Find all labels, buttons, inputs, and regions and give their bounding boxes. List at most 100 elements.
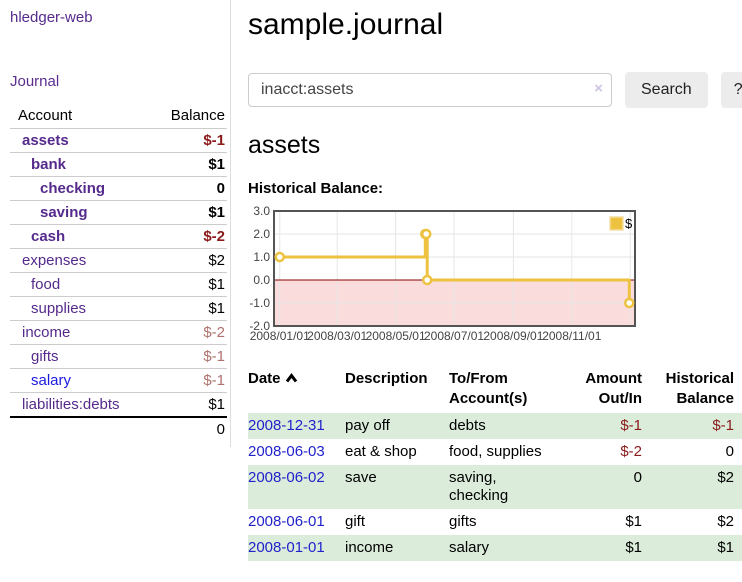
data-point-marker (421, 274, 433, 286)
accounts-header-balance: Balance (170, 107, 225, 124)
transaction-accounts: saving, checking (449, 469, 509, 504)
transaction-date-link[interactable]: 2008-01-01 (248, 539, 325, 556)
accounts-table: Account Balance assets $-1 bank $1 checking 0… (10, 104, 227, 441)
account-balance: $-2 (146, 320, 227, 345)
y-tick-label: 1.0 (253, 250, 270, 264)
app-title-link[interactable]: hledger-web (10, 9, 93, 26)
transaction-balance: $-1 (712, 417, 734, 434)
account-balance: $1 (146, 296, 227, 321)
legend-swatch (609, 216, 624, 231)
account-row: saving $1 (10, 200, 227, 225)
account-balance: $2 (146, 248, 227, 273)
sidebar-item-journal[interactable]: Journal (10, 73, 60, 90)
account-row: cash $-2 (10, 224, 227, 249)
transaction-amount: 0 (633, 469, 642, 486)
account-row: expenses $2 (10, 248, 227, 273)
account-link[interactable]: salary (31, 372, 72, 389)
account-link[interactable]: assets (22, 132, 69, 149)
account-link[interactable]: liabilities:debts (22, 396, 120, 413)
transaction-balance: $2 (717, 469, 734, 486)
transaction-balance: $2 (717, 513, 734, 530)
transaction-description: eat & shop (345, 443, 417, 460)
transaction-description: pay off (345, 417, 390, 434)
account-row: assets $-1 (10, 128, 227, 153)
transaction-date-cell: 2008-06-03 (248, 439, 345, 465)
transaction-amount: $1 (625, 539, 642, 556)
data-point-marker (421, 228, 432, 240)
account-link[interactable]: expenses (22, 252, 87, 269)
transaction-row[interactable]: 2008-01-01 income salary $1 $1 (248, 535, 742, 561)
y-tick-label: -1.0 (249, 296, 270, 310)
account-link[interactable]: cash (31, 228, 66, 245)
transaction-amount: $1 (625, 513, 642, 530)
transaction-description: save (345, 469, 377, 486)
help-button[interactable]: ? (720, 72, 742, 108)
search-input-wrap: × (248, 73, 612, 107)
account-row: supplies $1 (10, 296, 227, 321)
account-row: bank $1 (10, 152, 227, 177)
search-button[interactable]: Search (625, 72, 708, 108)
account-row: gifts $-1 (10, 344, 227, 369)
plot-border (273, 210, 636, 327)
account-heading: assets (248, 131, 321, 159)
x-tick-label: 2008/05/01 (366, 329, 426, 343)
account-balance: $-1 (146, 368, 227, 393)
account-balance: $-1 (146, 344, 227, 369)
transaction-date-link[interactable]: 2008-06-03 (248, 443, 325, 460)
account-row: food $1 (10, 272, 227, 297)
chart-title: Historical Balance: (248, 180, 384, 197)
y-tick-label: -2.0 (249, 319, 270, 333)
register-header-amount: Amount Out/In (585, 370, 642, 407)
transaction-date-link[interactable]: 2008-06-01 (248, 513, 325, 530)
transaction-date-cell: 2008-06-02 (248, 465, 345, 509)
account-row: liabilities:debts $1 (10, 392, 227, 417)
transaction-amount: $-2 (620, 443, 642, 460)
y-tick-label: 3.0 (253, 204, 270, 218)
transaction-row[interactable]: 2008-06-01 gift gifts $1 $2 (248, 509, 742, 535)
register-header-balance: Historical Balance (665, 370, 734, 407)
x-tick-label: 2008/07/01 (424, 329, 484, 343)
account-balance: $1 (146, 152, 227, 177)
transaction-amount: $-1 (620, 417, 642, 434)
transaction-date-cell: 2008-01-01 (248, 535, 345, 561)
x-tick-label: 2008/03/01 (307, 329, 367, 343)
transaction-accounts: debts (449, 417, 486, 434)
register-table-body: 2008-12-31 pay off debts $-1 $-1 2008-06-03 ea… (248, 413, 742, 561)
accounts-header-row: Account Balance (10, 104, 227, 129)
transaction-date-link[interactable]: 2008-12-31 (248, 417, 325, 434)
account-balance: $1 (146, 272, 227, 297)
account-link[interactable]: saving (40, 204, 88, 221)
account-balance: $1 (146, 392, 227, 417)
accounts-total-value: 0 (146, 416, 227, 441)
register-header-row: Date Description To/From Account(s) Amou… (248, 367, 742, 413)
x-tick-label: 2008/09/01 (483, 329, 543, 343)
register-header-accounts: To/From Account(s) (449, 370, 528, 407)
account-link[interactable]: income (22, 324, 71, 341)
accounts-total-row: 0 (10, 416, 227, 441)
historical-balance-chart: $3.0 2.0 1.0 0.0 -1.0 -2.02008/01/012008/03/0… (249, 204, 636, 343)
clear-search-icon[interactable]: × (594, 80, 603, 97)
account-link[interactable]: checking (40, 180, 106, 197)
account-link[interactable]: supplies (31, 300, 87, 317)
transaction-row[interactable]: 2008-06-02 save saving, checking 0 $2 (248, 465, 742, 509)
account-row: income $-2 (10, 320, 227, 345)
legend-label: $ (625, 216, 633, 231)
transaction-date-cell: 2008-12-31 (248, 413, 345, 439)
x-tick-label: 2008/11/01 (542, 329, 601, 343)
account-link[interactable]: bank (31, 156, 67, 173)
account-link[interactable]: food (31, 276, 61, 293)
account-balance: $1 (146, 200, 227, 225)
search-input[interactable] (248, 73, 612, 107)
accounts-header-account: Account (18, 107, 73, 124)
transaction-accounts: salary (449, 539, 490, 556)
account-balance: $-1 (146, 128, 227, 153)
transaction-balance: $1 (717, 539, 734, 556)
transaction-row[interactable]: 2008-12-31 pay off debts $-1 $-1 (248, 413, 742, 439)
transaction-row[interactable]: 2008-06-03 eat & shop food, supplies $-2 0 (248, 439, 742, 465)
page-title: sample.journal (248, 8, 444, 41)
y-tick-label: 0.0 (253, 273, 270, 287)
register-header-date[interactable]: Date (248, 367, 345, 413)
account-link[interactable]: gifts (31, 348, 59, 365)
transaction-accounts: gifts (449, 513, 477, 530)
transaction-date-link[interactable]: 2008-06-02 (248, 469, 325, 486)
